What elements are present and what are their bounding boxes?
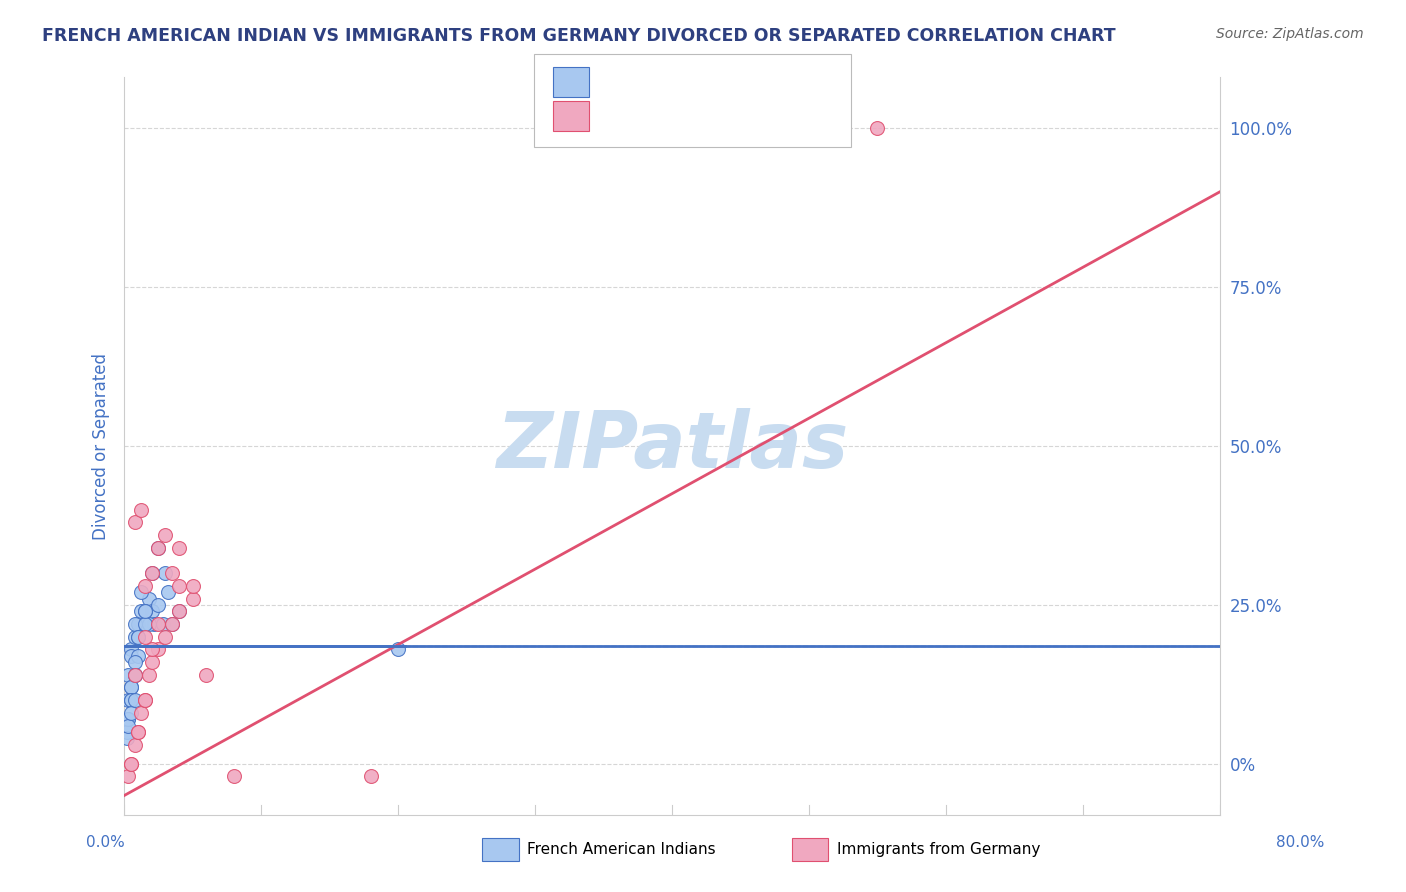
Point: [120, 693, 142, 707]
Point: [115, 731, 138, 746]
Point: [181, 591, 204, 606]
Point: [134, 616, 156, 631]
Point: [160, 616, 183, 631]
Text: Immigrants from Germany: Immigrants from Germany: [837, 842, 1040, 856]
Point: [138, 616, 160, 631]
Point: [124, 667, 146, 681]
Point: [124, 655, 146, 669]
Point: [360, 769, 382, 783]
Point: [152, 616, 174, 631]
Point: [866, 121, 889, 136]
Point: [127, 616, 149, 631]
Point: [127, 725, 149, 739]
Point: [155, 566, 177, 580]
Point: [148, 598, 170, 612]
Point: [120, 642, 142, 657]
Point: [129, 604, 152, 618]
Point: [127, 725, 149, 739]
Point: [120, 706, 142, 720]
Point: [148, 541, 170, 555]
Point: [117, 769, 139, 783]
Point: [134, 604, 156, 618]
Point: [157, 585, 180, 599]
Point: [115, 725, 138, 739]
Point: [141, 566, 163, 580]
Point: [143, 616, 166, 631]
Point: [124, 667, 146, 681]
Text: R =  0.798: R = 0.798: [598, 107, 686, 125]
Point: [141, 566, 163, 580]
Point: [387, 642, 409, 657]
Point: [148, 642, 170, 657]
Point: [160, 616, 183, 631]
Point: [138, 591, 160, 606]
Point: [124, 667, 146, 681]
Point: [117, 718, 139, 732]
Point: [120, 681, 142, 695]
Point: [155, 528, 177, 542]
Point: [141, 604, 163, 618]
Point: [120, 681, 142, 695]
Text: 0.0%: 0.0%: [86, 836, 125, 850]
Point: [129, 706, 152, 720]
Point: [181, 579, 204, 593]
Point: [117, 667, 139, 681]
Point: [127, 648, 149, 663]
Y-axis label: Divorced or Separated: Divorced or Separated: [93, 352, 110, 540]
Text: R = -0.003: R = -0.003: [598, 73, 686, 91]
Point: [148, 616, 170, 631]
Point: [138, 667, 160, 681]
Point: [134, 693, 156, 707]
Text: Source: ZipAtlas.com: Source: ZipAtlas.com: [1216, 27, 1364, 41]
Point: [195, 667, 218, 681]
Point: [134, 616, 156, 631]
Point: [222, 769, 245, 783]
Point: [117, 693, 139, 707]
Point: [124, 738, 146, 752]
Point: [129, 585, 152, 599]
Point: [167, 541, 190, 555]
Point: [160, 566, 183, 580]
Point: [155, 630, 177, 644]
Point: [120, 756, 142, 771]
Point: [120, 648, 142, 663]
Text: N = 34: N = 34: [734, 107, 792, 125]
Text: 80.0%: 80.0%: [1277, 836, 1324, 850]
Point: [134, 693, 156, 707]
Point: [127, 630, 149, 644]
Point: [141, 642, 163, 657]
Point: [129, 502, 152, 516]
Point: [117, 712, 139, 726]
Point: [134, 630, 156, 644]
Text: FRENCH AMERICAN INDIAN VS IMMIGRANTS FROM GERMANY DIVORCED OR SEPARATED CORRELAT: FRENCH AMERICAN INDIAN VS IMMIGRANTS FRO…: [42, 27, 1116, 45]
Point: [148, 541, 170, 555]
Point: [167, 579, 190, 593]
Point: [134, 579, 156, 593]
Point: [120, 756, 142, 771]
Point: [124, 630, 146, 644]
Point: [120, 693, 142, 707]
Point: [141, 655, 163, 669]
Point: [134, 604, 156, 618]
Point: [167, 604, 190, 618]
Point: [117, 712, 139, 726]
Point: [167, 604, 190, 618]
Text: ZIPatlas: ZIPatlas: [496, 408, 848, 484]
Point: [124, 515, 146, 529]
Point: [124, 616, 146, 631]
Text: French American Indians: French American Indians: [527, 842, 716, 856]
Point: [127, 630, 149, 644]
Text: N = 43: N = 43: [734, 73, 792, 91]
Point: [124, 693, 146, 707]
